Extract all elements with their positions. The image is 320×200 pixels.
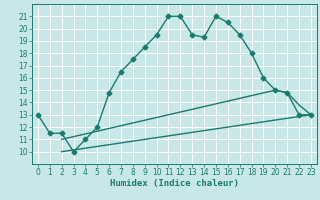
X-axis label: Humidex (Indice chaleur): Humidex (Indice chaleur) (110, 179, 239, 188)
